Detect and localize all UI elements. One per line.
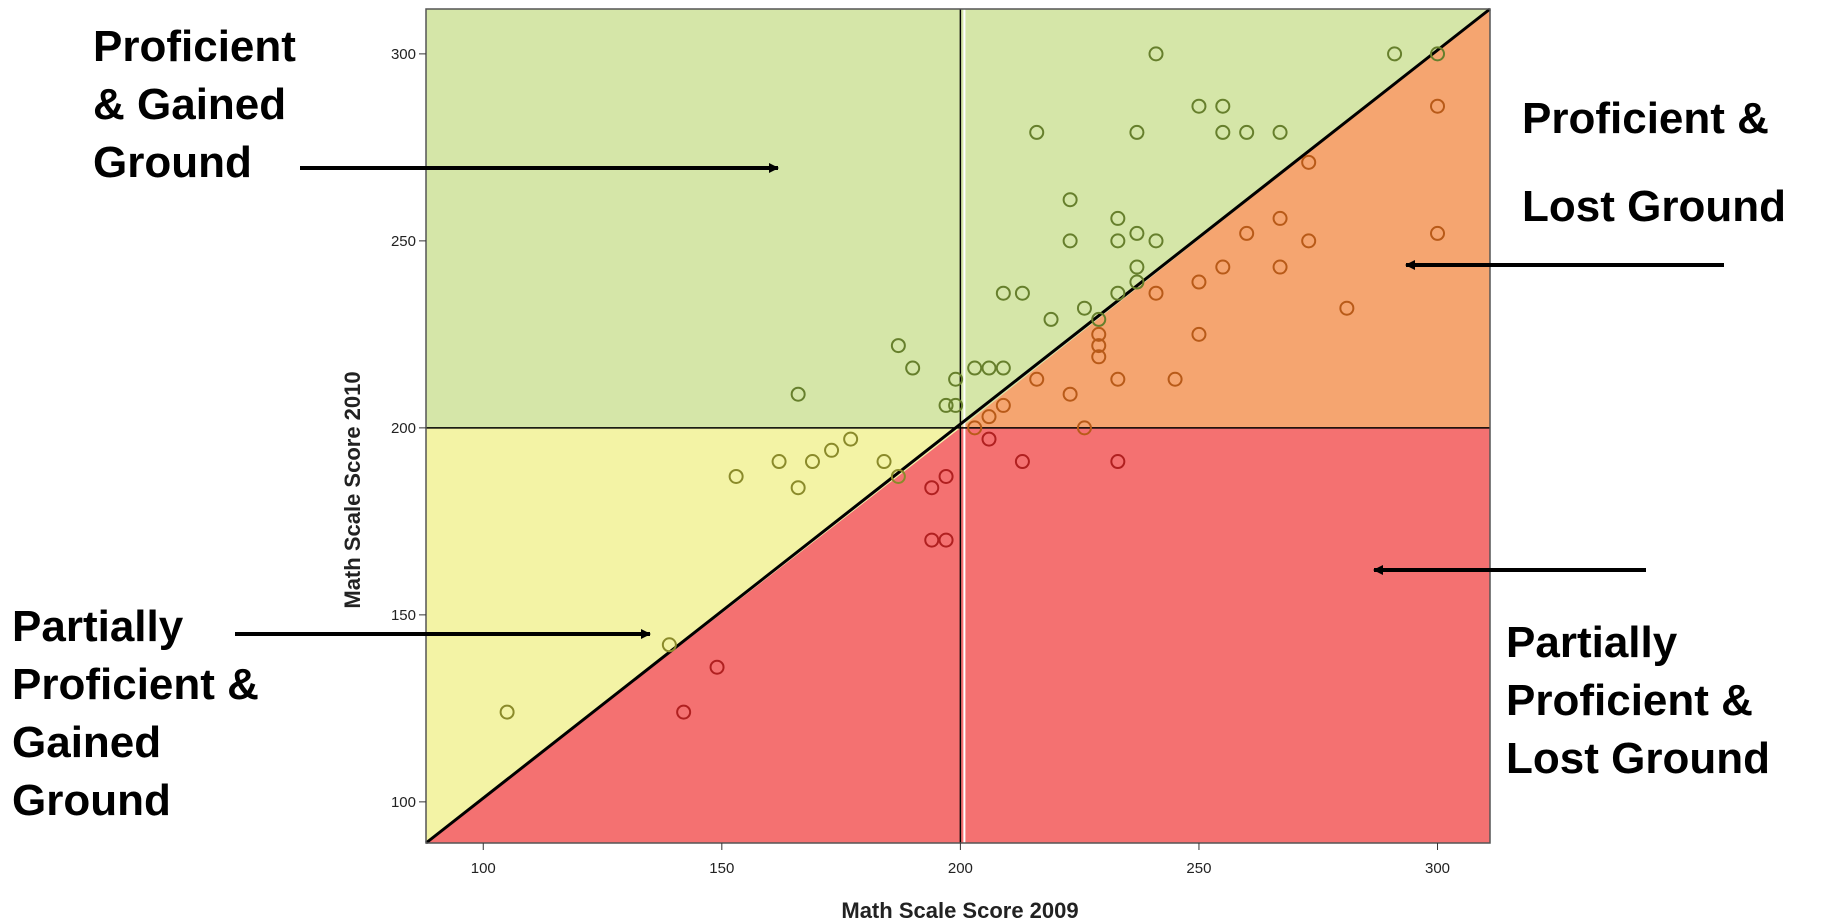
data-point (1129, 259, 1145, 275)
data-point (1272, 210, 1288, 226)
x-tick-label: 250 (1186, 860, 1211, 877)
data-point (1239, 124, 1255, 140)
data-point (1272, 259, 1288, 275)
data-point (843, 431, 859, 447)
reference-lines (425, 7, 1491, 845)
data-point (499, 704, 515, 720)
data-point (924, 480, 940, 496)
data-point (1148, 46, 1164, 62)
x-tick-label: 200 (948, 860, 973, 877)
data-point (1339, 300, 1355, 316)
data-point (1148, 233, 1164, 249)
axes: 100 150 200 250 300 100 150 200 250 300 (235, 8, 1724, 877)
data-point (938, 468, 954, 484)
y-axis-title: Math Scale Score 2010 (340, 371, 365, 608)
label-partially-proficient-lost-ground: Partially Proficient & Lost Ground (1506, 618, 1770, 783)
data-point (1062, 233, 1078, 249)
data-point (661, 637, 677, 653)
data-point (1430, 46, 1446, 62)
region-partially-proficient-lost-ground (426, 427, 1490, 843)
data-point (790, 386, 806, 402)
data-point (995, 285, 1011, 301)
data-point (1129, 124, 1145, 140)
data-point (1110, 210, 1126, 226)
y-tick-label: 100 (391, 794, 416, 811)
data-point (981, 409, 997, 425)
data-point (938, 397, 954, 413)
data-point (1430, 98, 1446, 114)
data-point (1215, 124, 1231, 140)
diagonal-line (425, 7, 1491, 845)
data-point (948, 397, 964, 413)
data-point (890, 468, 906, 484)
data-point (995, 397, 1011, 413)
x-tick-label: 300 (1425, 860, 1450, 877)
data-point (1301, 233, 1317, 249)
data-point (824, 442, 840, 458)
x-axis-title: Math Scale Score 2009 (841, 898, 1078, 923)
data-point (1215, 98, 1231, 114)
data-point (1091, 349, 1107, 365)
x-tick-label: 100 (471, 860, 496, 877)
data-point (1191, 274, 1207, 290)
data-point (1029, 371, 1045, 387)
data-point (1076, 420, 1092, 436)
data-point (890, 338, 906, 354)
data-point (1091, 311, 1107, 327)
y-tick-label: 150 (391, 607, 416, 624)
data-point (967, 360, 983, 376)
data-point (967, 420, 983, 436)
data-point (709, 659, 725, 675)
data-point (981, 431, 997, 447)
data-point (790, 480, 806, 496)
plot-frame (425, 8, 1491, 844)
data-point (876, 454, 892, 470)
data-point (1110, 285, 1126, 301)
x-tick-label: 150 (709, 860, 734, 877)
data-point (948, 371, 964, 387)
data-point (804, 454, 820, 470)
data-point (1191, 98, 1207, 114)
data-point (1062, 386, 1078, 402)
data-point (924, 532, 940, 548)
data-point (1110, 371, 1126, 387)
data-point (1272, 124, 1288, 140)
data-point (728, 468, 744, 484)
label-proficient-gained-ground: Proficient & Gained Ground (93, 22, 296, 187)
data-point (1167, 371, 1183, 387)
data-point (1430, 225, 1446, 241)
y-tick-label: 200 (391, 420, 416, 437)
data-point (981, 360, 997, 376)
data-point (1239, 225, 1255, 241)
label-partially-proficient-gained-ground: Partially Proficient & Gained Ground (12, 602, 259, 825)
region-proficient-gained-ground (426, 9, 1490, 428)
data-point (1110, 454, 1126, 470)
data-point (905, 360, 921, 376)
data-point (1129, 274, 1145, 290)
data-point (1129, 225, 1145, 241)
data-points (499, 46, 1446, 720)
data-point (1148, 285, 1164, 301)
data-point (1191, 326, 1207, 342)
data-point (1301, 154, 1317, 170)
data-point (1062, 192, 1078, 208)
label-proficient-lost-ground: Proficient & Lost Ground (1522, 94, 1786, 231)
data-point (771, 454, 787, 470)
y-tick-label: 250 (391, 233, 416, 250)
data-point (1076, 300, 1092, 316)
data-point (1091, 338, 1107, 354)
data-point (995, 360, 1011, 376)
y-tick-label: 300 (391, 46, 416, 63)
data-point (676, 704, 692, 720)
data-point (1029, 124, 1045, 140)
data-point (1043, 311, 1059, 327)
data-point (1215, 259, 1231, 275)
data-point (938, 532, 954, 548)
data-point (1387, 46, 1403, 62)
data-point (1110, 233, 1126, 249)
data-point (1091, 326, 1107, 342)
data-point (1014, 285, 1030, 301)
data-point (1014, 454, 1030, 470)
